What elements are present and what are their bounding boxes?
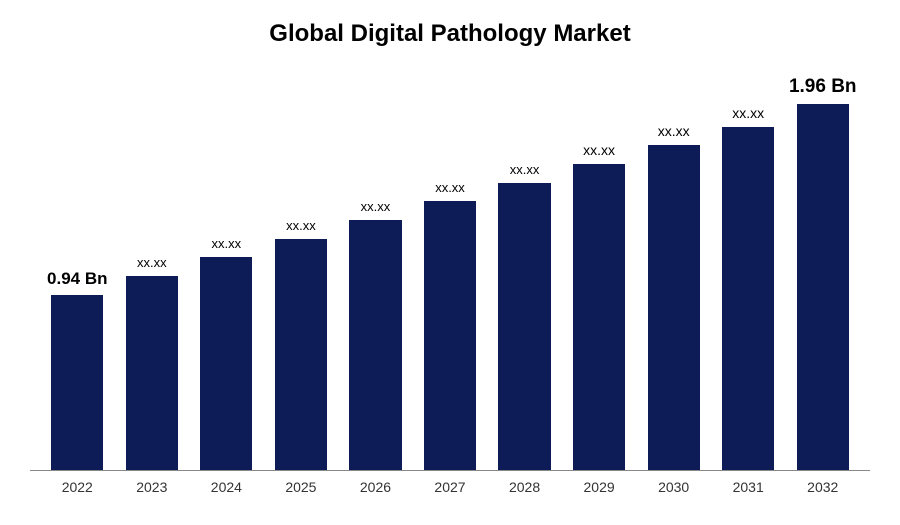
plot-area: 0.94 Bnxx.xxxx.xxxx.xxxx.xxxx.xxxx.xxxx.… [30,78,870,471]
x-tick-label: 2029 [562,479,637,495]
bar-value-label: xx.xx [435,180,465,201]
bar: xx.xx [573,164,625,470]
bar-group: xx.xx [711,78,786,470]
bar-group: xx.xx [413,78,488,470]
bar-group: xx.xx [562,78,637,470]
bar-value-label: xx.xx [361,199,391,220]
bar-value-label: xx.xx [286,218,316,239]
bar-group: xx.xx [338,78,413,470]
bar: xx.xx [349,220,401,470]
x-tick-label: 2030 [636,479,711,495]
bar: xx.xx [275,239,327,470]
bar-value-label: 0.94 Bn [47,269,107,295]
bar: 1.96 Bn [797,104,849,470]
bar: xx.xx [648,145,700,470]
bar-group: 1.96 Bn [785,78,860,470]
x-tick-label: 2022 [40,479,115,495]
bar: 0.94 Bn [51,295,103,470]
bar-value-label: xx.xx [137,255,167,276]
x-axis: 2022202320242025202620272028202920302031… [30,471,870,495]
chart-title: Global Digital Pathology Market [30,20,870,48]
bar-group: xx.xx [636,78,711,470]
x-tick-label: 2023 [115,479,190,495]
bar-group: xx.xx [189,78,264,470]
bar-value-label: xx.xx [732,105,764,127]
x-tick-label: 2025 [264,479,339,495]
bar-value-label: xx.xx [212,236,242,257]
x-tick-label: 2032 [785,479,860,495]
x-tick-label: 2027 [413,479,488,495]
bar: xx.xx [126,276,178,470]
bar: xx.xx [424,201,476,470]
bar: xx.xx [498,183,550,470]
bar-value-label: xx.xx [583,142,615,164]
x-tick-label: 2026 [338,479,413,495]
x-tick-label: 2031 [711,479,786,495]
bar-group: xx.xx [115,78,190,470]
bar-value-label: 1.96 Bn [789,76,857,104]
x-tick-label: 2024 [189,479,264,495]
bar-value-label: xx.xx [658,123,690,145]
bar-group: 0.94 Bn [40,78,115,470]
chart-container: Global Digital Pathology Market 0.94 Bn x… [0,0,900,525]
x-tick-label: 2028 [487,479,562,495]
bar-group: xx.xx [487,78,562,470]
bar: xx.xx [200,257,252,470]
bar: xx.xx [722,127,774,470]
bar-value-label: xx.xx [510,162,540,183]
bar-group: xx.xx [264,78,339,470]
